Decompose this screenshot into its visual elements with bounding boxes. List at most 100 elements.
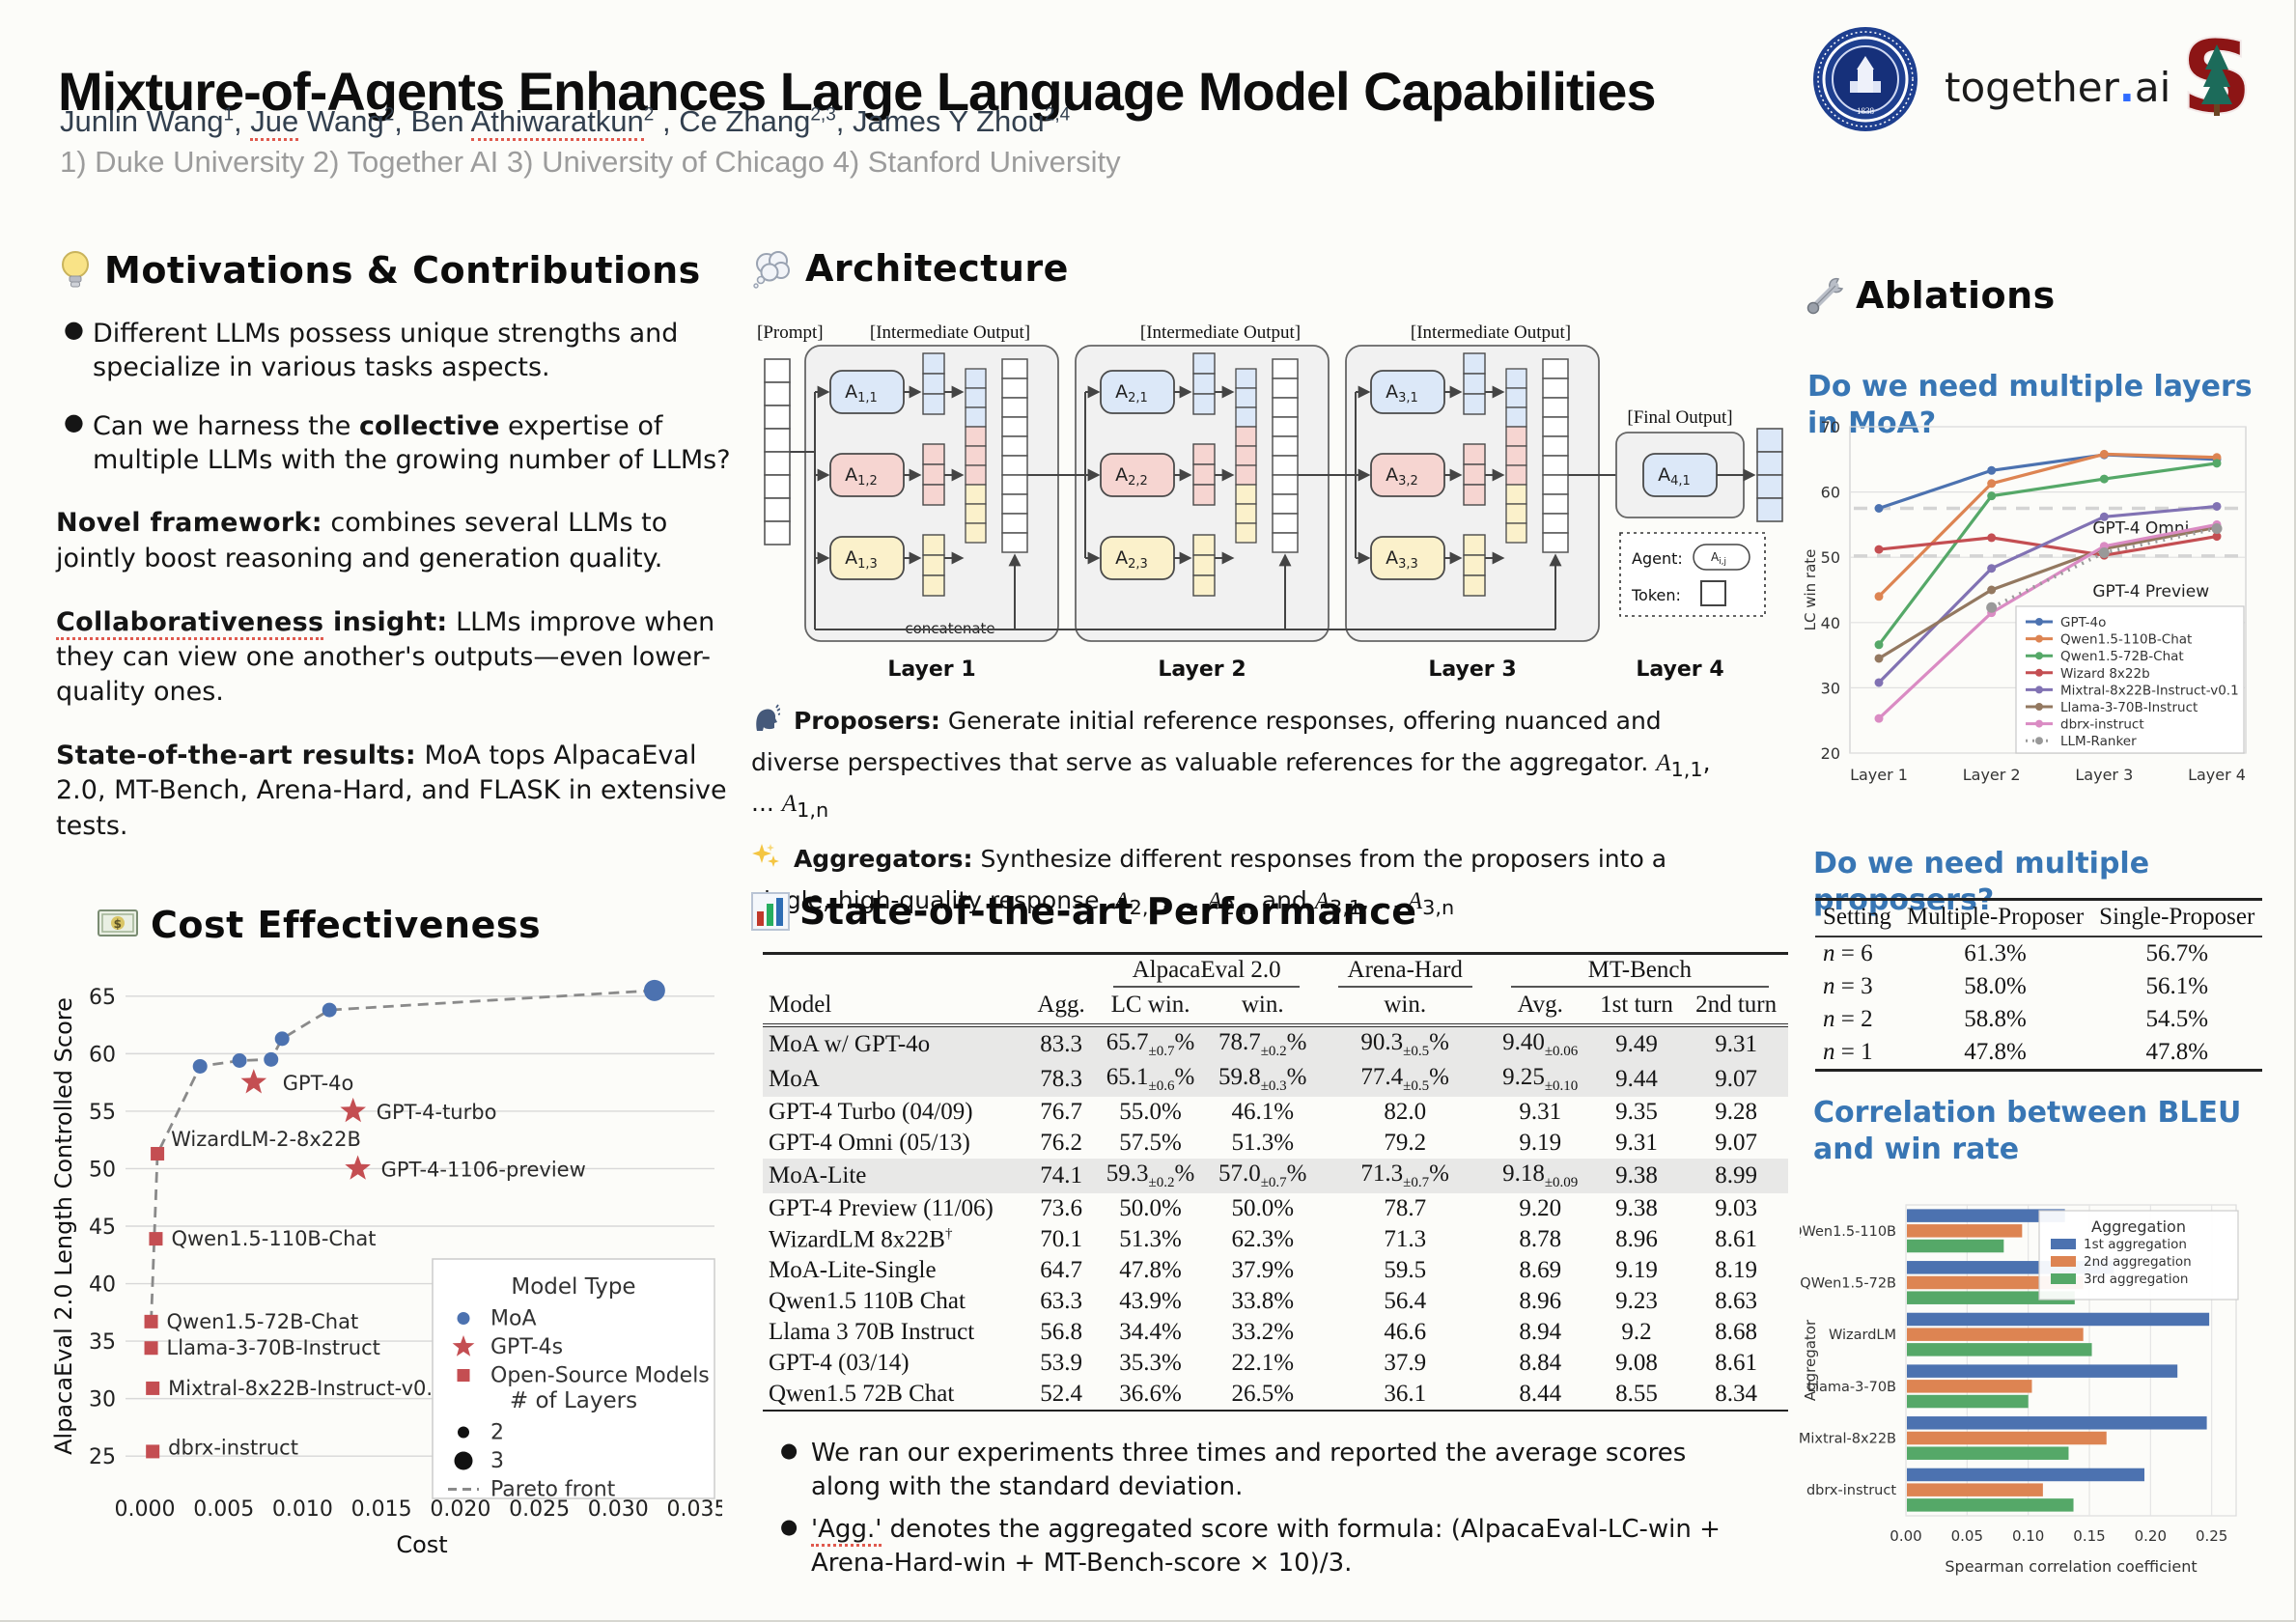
performance-notes: We ran our experiments three times and r…	[778, 1437, 1724, 1580]
svg-text:3rd aggregation: 3rd aggregation	[2084, 1272, 2188, 1287]
performance-title: State-of-the-art Performance	[799, 890, 1417, 933]
proposers-table: Setting Multiple-Proposer Single-Proposer n…	[1815, 898, 2263, 1072]
performance-row: MoA w/ GPT-4o 83.3 65.7±0.7% 78.7±0.2% 90.3±…	[763, 1025, 1788, 1062]
bleu-correlation-chart: 0.00 0.05 0.10 0.15 0.20 0.25 Spearman correla…	[1800, 1204, 2239, 1576]
svg-text:Mixtral-8x22B-Instruct-v0.1: Mixtral-8x22B-Instruct-v0.1	[168, 1377, 445, 1400]
svg-text:1st aggregation: 1st aggregation	[2084, 1237, 2187, 1252]
svg-text:0.05: 0.05	[1951, 1527, 1983, 1545]
motivations-section: Motivations & Contributions Different LL…	[56, 249, 747, 844]
thought-cloud-icon	[751, 248, 796, 289]
svg-text:dbrx-instruct: dbrx-instruct	[1806, 1483, 1896, 1498]
aggregators-body: Synthesize different responses from the …	[751, 845, 1667, 920]
proposers-body: Generate initial reference responses, of…	[751, 707, 1711, 823]
aggregators-term: Aggregators	[793, 845, 964, 874]
wrench-icon	[1806, 275, 1846, 316]
performance-row: MoA-Lite 74.1 59.3±0.2% 57.0±0.7% 71.3±0.7% 9…	[763, 1159, 1788, 1193]
svg-text:LLM-Ranker: LLM-Ranker	[2060, 734, 2137, 749]
svg-text:$: $	[114, 917, 123, 931]
svg-text:GPT-4-turbo: GPT-4-turbo	[377, 1101, 497, 1124]
svg-text:0.020: 0.020	[430, 1497, 490, 1522]
svg-text:Mixtral-8x22B-Instruct-v0.1: Mixtral-8x22B-Instruct-v0.1	[2060, 683, 2239, 698]
svg-text:Qwen1.5-110B-Chat: Qwen1.5-110B-Chat	[171, 1227, 376, 1250]
performance-row: GPT-4 Preview (11/06) 73.6 50.0% 50.0% 78.7 9…	[769, 1195, 1757, 1221]
cost-section: $ Cost Effectiveness 25 30 35 40 45 50 55 60 65 0…	[46, 904, 732, 1562]
architecture-diagram: [Prompt] [Intermediate Output]Layer 1A1,1…	[757, 322, 1783, 682]
svg-text:Layer 4: Layer 4	[2188, 766, 2246, 784]
motivations-title: Motivations & Contributions	[104, 249, 701, 292]
svg-text:60: 60	[89, 1043, 116, 1067]
svg-text:dbrx-instruct: dbrx-instruct	[2060, 717, 2144, 733]
svg-text:Aggregator: Aggregator	[1802, 1319, 1819, 1401]
svg-text:Llama-3-70B: Llama-3-70B	[1807, 1380, 1896, 1395]
svg-text:50: 50	[1821, 548, 1840, 567]
svg-text:AlpacaEval 2.0 Length Controll: AlpacaEval 2.0 Length Controlled Score	[50, 997, 77, 1455]
svg-text:WizardLM: WizardLM	[1829, 1328, 1896, 1343]
question-layers: Do we need multiple layers in MoA?	[1807, 370, 2253, 440]
svg-text:Llama-3-70B-Instruct: Llama-3-70B-Instruct	[167, 1336, 380, 1359]
ablations-heading: Ablations	[1806, 274, 2269, 317]
svg-text:45: 45	[89, 1216, 116, 1240]
svg-text:GPT-4-1106-preview: GPT-4-1106-preview	[381, 1158, 586, 1181]
svg-text:25: 25	[89, 1445, 116, 1469]
svg-text:WizardLM-2-8x22B: WizardLM-2-8x22B	[171, 1128, 361, 1151]
svg-text:0.015: 0.015	[351, 1497, 412, 1522]
svg-text:1838: 1838	[1857, 106, 1875, 116]
svg-text:0.025: 0.025	[509, 1497, 570, 1522]
motivation-bullet: Can we harness the collective expertise …	[56, 407, 747, 477]
svg-text:0.000: 0.000	[115, 1497, 176, 1522]
svg-text:GPT-4o: GPT-4o	[283, 1072, 354, 1095]
question-bleu: Correlation between BLEU and win rate	[1813, 1096, 2242, 1166]
svg-text:# of Layers: # of Layers	[510, 1388, 637, 1413]
money-icon: $	[97, 909, 141, 941]
svg-text:Pareto front: Pareto front	[490, 1478, 616, 1502]
svg-text:65: 65	[89, 986, 116, 1010]
motivations-heading: Motivations & Contributions	[56, 249, 747, 292]
performance-row: Qwen1.5 110B Chat 63.3 43.9% 33.8% 56.4 8.96 9…	[769, 1288, 1757, 1315]
svg-text:2nd aggregation: 2nd aggregation	[2084, 1254, 2192, 1270]
proposer-row: n = 1 47.8% 47.8%	[1823, 1039, 2209, 1065]
cost-effectiveness-chart: 25 30 35 40 45 50 55 60 65 0.000 0.005 0.010 0.015 0.…	[50, 979, 727, 1558]
proposers-term: Proposers	[793, 707, 931, 735]
svg-text:Layer 1: Layer 1	[1850, 766, 1908, 784]
svg-text:0.25: 0.25	[2196, 1527, 2227, 1545]
svg-text:Layer 3: Layer 3	[1428, 657, 1516, 682]
svg-text:Qwen1.5-110B-Chat: Qwen1.5-110B-Chat	[2060, 632, 2192, 648]
svg-text:70: 70	[1821, 418, 1840, 436]
ablations-section: Ablations	[1806, 274, 2269, 317]
svg-text:QWen1.5-72B: QWen1.5-72B	[1800, 1276, 1896, 1292]
svg-text:Model Type: Model Type	[511, 1274, 635, 1300]
motivation-paragraph: Novel framework: combines several LLMs t…	[56, 508, 668, 573]
performance-note: 'Agg.' denotes the aggregated score with…	[778, 1513, 1724, 1580]
performance-note: We ran our experiments three times and r…	[778, 1437, 1724, 1504]
svg-text:3: 3	[490, 1449, 504, 1473]
performance-row: GPT-4 Turbo (04/09) 76.7 55.0% 46.1% 82.0 9.3…	[769, 1099, 1757, 1125]
authors-line: Junlin Wang1, Jue Wang2, Ben Athiwaratku…	[60, 104, 1070, 141]
svg-text:Layer 2: Layer 2	[1158, 657, 1246, 682]
svg-text:QWen1.5-110B: QWen1.5-110B	[1800, 1224, 1896, 1240]
proposers-line: Proposers: Generate initial reference re…	[751, 703, 1736, 825]
svg-text:Layer 4: Layer 4	[1636, 657, 1723, 682]
svg-text:Cost: Cost	[396, 1531, 447, 1558]
duke-seal-icon: 1838	[1813, 27, 1918, 131]
svg-text:35: 35	[89, 1330, 116, 1355]
proposer-row: n = 6 61.3% 56.7%	[1823, 940, 2209, 966]
svg-text:LC win rate: LC win rate	[1802, 549, 1819, 631]
motivations-paragraphs: Novel framework: combines several LLMs t…	[56, 506, 747, 843]
bar-chart-icon	[751, 892, 790, 931]
svg-text:Layer 1: Layer 1	[887, 657, 975, 682]
architecture-title: Architecture	[805, 247, 1069, 290]
svg-text:Aggregation: Aggregation	[2091, 1217, 2186, 1236]
svg-text:30: 30	[1821, 679, 1840, 697]
svg-text:60: 60	[1821, 484, 1840, 502]
svg-text:Llama-3-70B-Instruct: Llama-3-70B-Instruct	[2060, 700, 2198, 715]
together-word: together	[1945, 64, 2119, 111]
svg-text:Layer 3: Layer 3	[2075, 766, 2133, 784]
svg-text:[Intermediate Output]: [Intermediate Output]	[1140, 322, 1301, 343]
architecture-heading: Architecture	[751, 247, 1804, 290]
svg-text:GPT-4 Preview: GPT-4 Preview	[2092, 582, 2209, 601]
performance-row: GPT-4 Omni (05/13) 76.2 57.5% 51.3% 79.2 9.19…	[769, 1130, 1757, 1156]
svg-text:GPT-4s: GPT-4s	[490, 1335, 563, 1359]
proposer-row: n = 3 58.0% 56.1%	[1823, 973, 2209, 999]
performance-heading: State-of-the-art Performance	[751, 890, 1804, 933]
